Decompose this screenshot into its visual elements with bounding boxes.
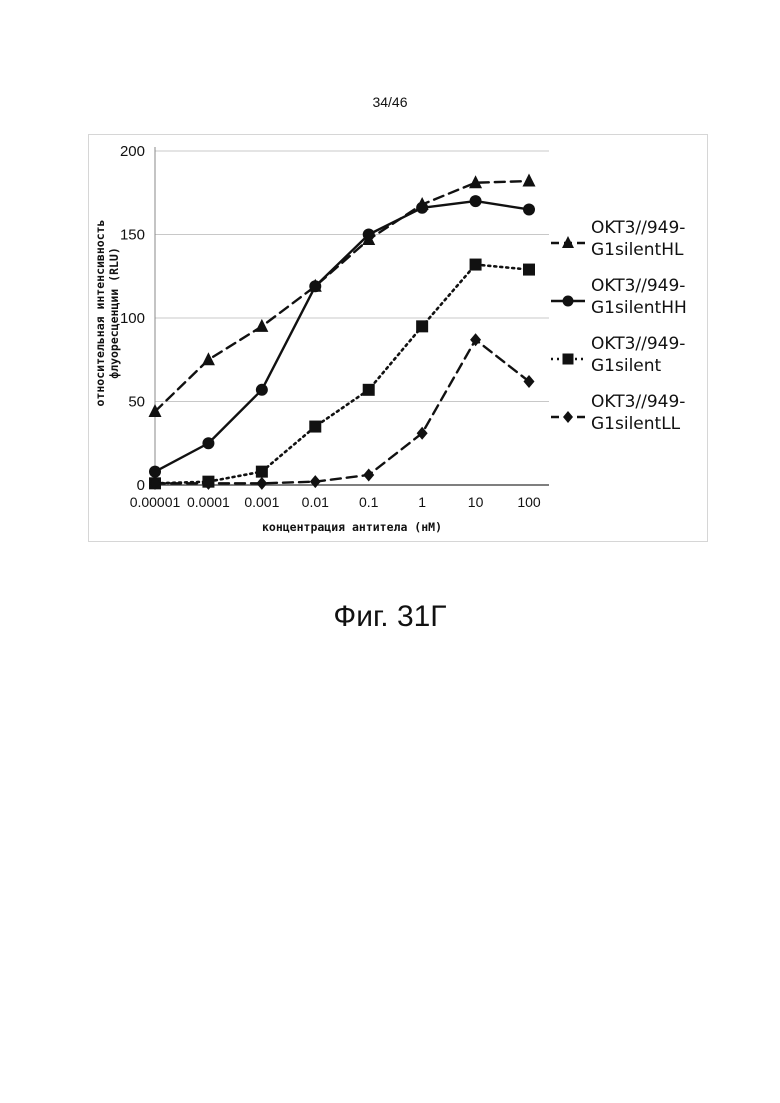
x-tick-label: 0.01 bbox=[302, 494, 329, 510]
x-tick-label: 0.0001 bbox=[187, 494, 230, 510]
circle-marker bbox=[202, 437, 214, 449]
figure-caption: Фиг. 31Г bbox=[0, 600, 780, 634]
circle-marker bbox=[470, 195, 482, 207]
legend-item: OKT3//949-G1silentLL bbox=[551, 392, 685, 434]
circle-marker bbox=[256, 384, 268, 396]
y-tick-label: 50 bbox=[128, 394, 145, 411]
legend-label: OKT3//949- bbox=[591, 218, 685, 238]
legend-label: G1silentLL bbox=[591, 414, 681, 434]
square-marker bbox=[256, 466, 268, 478]
circle-marker bbox=[363, 229, 375, 241]
series-line bbox=[155, 265, 529, 484]
triangle-marker bbox=[202, 352, 215, 365]
legend-item: OKT3//949-G1silentHL bbox=[551, 218, 685, 260]
series-line bbox=[155, 181, 529, 411]
diamond-marker bbox=[363, 468, 374, 481]
triangle-marker bbox=[523, 174, 536, 187]
diamond-marker bbox=[310, 475, 321, 488]
square-marker bbox=[470, 259, 482, 271]
legend-label: OKT3//949- bbox=[591, 334, 685, 354]
square-marker bbox=[416, 320, 428, 332]
legend-label: G1silentHL bbox=[591, 240, 684, 260]
x-tick-label: 10 bbox=[468, 494, 484, 510]
series-square bbox=[149, 259, 535, 490]
legend-label: OKT3//949- bbox=[591, 276, 685, 296]
x-tick-label: 0.1 bbox=[359, 494, 379, 510]
y-tick-label: 200 bbox=[120, 143, 145, 160]
x-tick-label: 0.001 bbox=[244, 494, 279, 510]
diamond-marker bbox=[524, 375, 535, 388]
chart-frame: 0 50 100 150 200 0.00001 0.0001 0.001 0.01 0.1 1 10… bbox=[88, 134, 708, 542]
legend-label: OKT3//949- bbox=[591, 392, 685, 412]
legend: OKT3//949-G1silentHLOKT3//949-G1silentHH… bbox=[551, 218, 687, 434]
page-number: 34/46 bbox=[0, 94, 780, 110]
circle-marker bbox=[416, 202, 428, 214]
y-axis-label: относительная интенсивность bbox=[93, 220, 107, 407]
triangle-marker bbox=[562, 236, 574, 248]
circle-marker bbox=[563, 296, 574, 307]
legend-label: G1silentHH bbox=[591, 298, 687, 318]
circle-marker bbox=[309, 280, 321, 292]
chart: 0 50 100 150 200 0.00001 0.0001 0.001 0.01 0.1 1 10… bbox=[89, 135, 707, 541]
y-axis-label: флуоресценции (RLU) bbox=[107, 247, 121, 379]
legend-label: G1silent bbox=[591, 356, 662, 376]
x-tick-label: 1 bbox=[418, 494, 426, 510]
square-marker bbox=[309, 421, 321, 433]
y-tick-label: 0 bbox=[137, 477, 145, 494]
x-axis-label: концентрация антитела (нМ) bbox=[262, 520, 442, 534]
circle-marker bbox=[149, 466, 161, 478]
x-tick-label: 0.00001 bbox=[130, 494, 181, 510]
diamond-marker bbox=[256, 477, 267, 490]
legend-item: OKT3//949-G1silent bbox=[551, 334, 685, 376]
square-marker bbox=[363, 384, 375, 396]
y-tick-label: 150 bbox=[120, 227, 145, 244]
square-marker bbox=[563, 354, 574, 365]
triangle-marker bbox=[255, 319, 268, 332]
diamond-marker bbox=[563, 411, 573, 423]
x-tick-label: 100 bbox=[517, 494, 541, 510]
legend-item: OKT3//949-G1silentHH bbox=[551, 276, 687, 318]
square-marker bbox=[523, 264, 535, 276]
series-layer bbox=[149, 174, 536, 490]
y-tick-label: 100 bbox=[120, 310, 145, 327]
series-triangle bbox=[149, 174, 536, 417]
circle-marker bbox=[523, 203, 535, 215]
